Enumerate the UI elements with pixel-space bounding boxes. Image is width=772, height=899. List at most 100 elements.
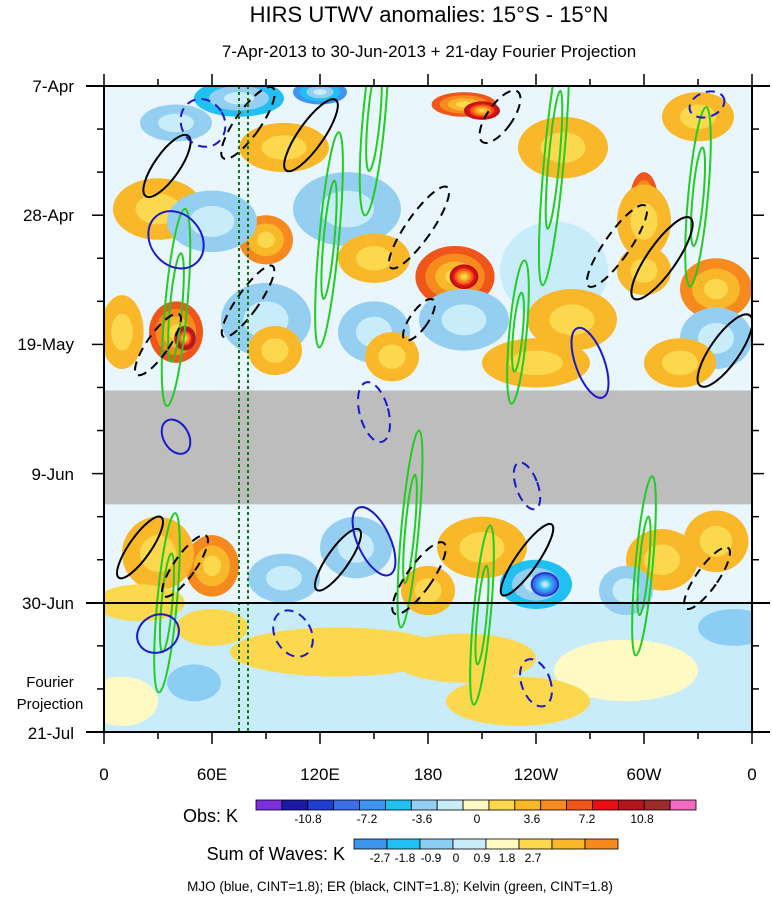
y-tick-label: 28-Apr (23, 206, 74, 225)
chart-footer: MJO (blue, CINT=1.8); ER (black, CINT=1.… (187, 879, 613, 894)
obs-colorbar-label: Obs: K (183, 806, 238, 826)
waves-colorbar-swatch (551, 838, 586, 850)
waves-colorbar-swatch (419, 838, 454, 850)
projection-blob (230, 627, 446, 677)
missing-data-band (104, 390, 752, 505)
er-contour (134, 312, 182, 377)
waves-colorbar-tick: 0 (453, 851, 460, 865)
obs-anomaly-blob (158, 113, 194, 133)
er-contour (696, 313, 752, 388)
obs-anomaly-blob (612, 578, 640, 603)
x-tick-label: 60W (627, 765, 662, 784)
obs-colorbar-swatch (514, 799, 542, 811)
er-contour (314, 527, 362, 592)
projection-blob (446, 676, 590, 726)
kelvin-contour (402, 473, 418, 585)
obs-anomaly-blob (461, 274, 467, 279)
mjo-contour (570, 326, 610, 399)
kelvin-contour (396, 429, 424, 629)
waves-colorbar-swatch (386, 838, 421, 850)
mjo-contour (519, 658, 553, 708)
er-contour (142, 133, 192, 199)
obs-anomaly-blob (356, 245, 392, 271)
obs-colorbar-swatch (462, 799, 490, 811)
y-tick-label: 9-Jun (31, 465, 74, 484)
obs-colorbar-swatch (617, 799, 645, 811)
waves-colorbar-ticks: -2.7 -1.8 -0.9 0 0.9 1.8 2.7 (370, 851, 542, 865)
kelvin-contour (160, 207, 192, 408)
er-contour (116, 515, 164, 580)
er-contour (283, 98, 339, 173)
kelvin-contour (684, 106, 712, 288)
kelvin-contour (167, 252, 185, 363)
obs-colorbar-swatch (255, 799, 283, 811)
mjo-contour (179, 98, 227, 148)
axis-ticks (92, 74, 764, 744)
projection-blob (554, 639, 698, 702)
y-tick-label: 19-May (17, 335, 74, 354)
obs-anomaly-blob (338, 532, 374, 563)
projection-blob (104, 676, 158, 726)
obs-colorbar-swatch (540, 799, 567, 811)
obs-anomaly-blob (414, 578, 442, 603)
x-tick-label: 0 (99, 765, 108, 784)
x-tick-label: 120W (514, 765, 558, 784)
x-tick-labels: 0 60E 120E 180 120W 60W 0 (99, 765, 756, 784)
kelvin-contour (320, 179, 338, 300)
mjo-contour (136, 613, 180, 654)
waves-colorbar-tick: 2.7 (525, 851, 542, 865)
obs-colorbar-swatch (669, 799, 697, 811)
kelvin-contour (314, 131, 344, 349)
obs-anomaly-blob (542, 582, 548, 587)
plot-area (104, 86, 752, 732)
er-contour (478, 89, 522, 144)
waves-colorbar-tick: -1.8 (395, 851, 416, 865)
waves-colorbar-swatch (353, 838, 388, 850)
obs-anomaly-blob (257, 231, 275, 249)
obs-anomaly-blob (266, 565, 302, 591)
x-tick-label: 120E (300, 765, 340, 784)
mjo-contour (272, 609, 314, 658)
x-tick-label: 60E (197, 765, 227, 784)
waves-colorbar-label: Sum of Waves: K (207, 844, 345, 864)
obs-colorbar-swatch (592, 799, 619, 811)
obs-anomaly-blob (509, 350, 563, 376)
obs-anomaly-blob (704, 278, 728, 300)
kelvin-contour (689, 146, 707, 248)
y-tick-label: 30-Jun (22, 594, 74, 613)
obs-colorbar-swatch (359, 799, 386, 811)
obs-colorbar-ticks: -10.8 -7.2 -3.6 0 3.6 7.2 10.8 (294, 812, 654, 826)
kelvin-contour (631, 475, 657, 657)
projection-label-line1: Fourier (26, 674, 74, 691)
projection-blob (392, 633, 536, 683)
er-contour (630, 216, 694, 301)
obs-colorbar-tick: 10.8 (630, 812, 654, 826)
er-contour (391, 541, 447, 616)
kelvin-contour (365, 86, 383, 172)
kelvin-contour (544, 89, 564, 230)
kelvin-contour (469, 524, 495, 706)
projection-field (104, 608, 752, 726)
y-tick-label: 21-Jul (28, 724, 74, 743)
er-contour (387, 185, 451, 270)
y-tick-labels: 7-Apr 28-Apr 19-May 9-Jun 30-Jun 21-Jul (17, 77, 74, 743)
waves-colorbar-tick: 1.8 (499, 851, 516, 865)
waves-colorbar-tick: -0.9 (421, 851, 442, 865)
mjo-contour (512, 461, 542, 511)
waves-colorbar-swatch (485, 838, 520, 850)
obs-anomaly-blob (479, 109, 485, 113)
obs-colorbar-tick: 3.6 (524, 812, 541, 826)
obs-anomaly-blob (261, 135, 307, 160)
waves-colorbar-swatch (452, 838, 487, 850)
obs-colorbar-swatch (410, 799, 438, 811)
chart-title: HIRS UTWV anomalies: 15°S - 15°N (250, 2, 609, 27)
obs-colorbar-tick: 0 (474, 812, 481, 826)
er-contour (585, 204, 649, 288)
chart-subtitle: 7-Apr-2013 to 30-Jun-2013 + 21-day Fouri… (222, 42, 636, 61)
er-contour (402, 297, 436, 342)
obs-colorbar-tick: -3.6 (412, 812, 433, 826)
mjo-contour (160, 418, 192, 455)
obs-colorbar-swatch (333, 799, 360, 811)
waves-colorbar-tick: 0.9 (474, 851, 491, 865)
